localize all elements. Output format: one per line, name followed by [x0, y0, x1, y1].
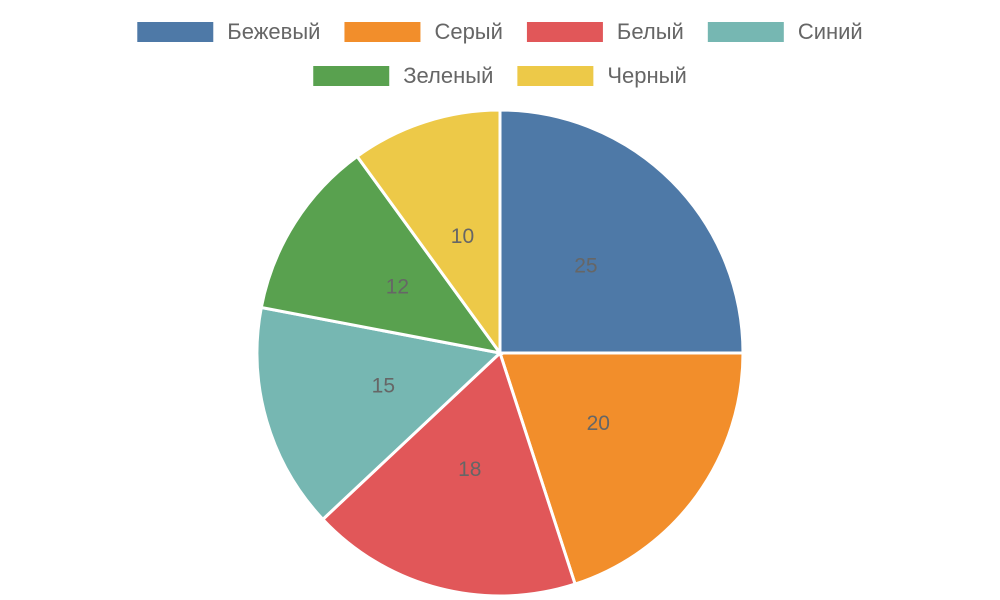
pie-slice [498, 108, 745, 355]
legend-text: Синий [798, 19, 863, 44]
legend-item: Зеленый [313, 63, 493, 88]
legend-text: Бежевый [227, 19, 320, 44]
legend-text: Зеленый [403, 63, 493, 88]
legend-item: Черный [517, 63, 687, 88]
legend-swatch [526, 22, 603, 42]
value-label: 18 [458, 458, 481, 481]
legend-swatch [707, 22, 784, 42]
value-label: 10 [451, 225, 474, 248]
pie-slice [497, 351, 745, 586]
value-label: 15 [372, 374, 395, 397]
legend-swatch [517, 66, 594, 86]
value-label: 12 [386, 275, 409, 298]
legend-item: Серый [344, 19, 503, 44]
legend-item: Бежевый [137, 19, 320, 44]
legend-text: Серый [434, 19, 502, 44]
value-label: 20 [587, 412, 610, 435]
pie-slice [255, 305, 504, 522]
legend-swatch [313, 66, 390, 86]
legend-text: Черный [607, 63, 686, 88]
pie-slice [355, 108, 502, 358]
legend-text: Белый [617, 19, 684, 44]
legend-item: Белый [526, 19, 684, 44]
pie-slice [259, 154, 504, 356]
value-label: 25 [574, 255, 597, 278]
legend-swatch [137, 22, 214, 42]
pie-slice [320, 350, 577, 598]
legend-item: Синий [707, 19, 863, 44]
legend-swatch [344, 22, 421, 42]
